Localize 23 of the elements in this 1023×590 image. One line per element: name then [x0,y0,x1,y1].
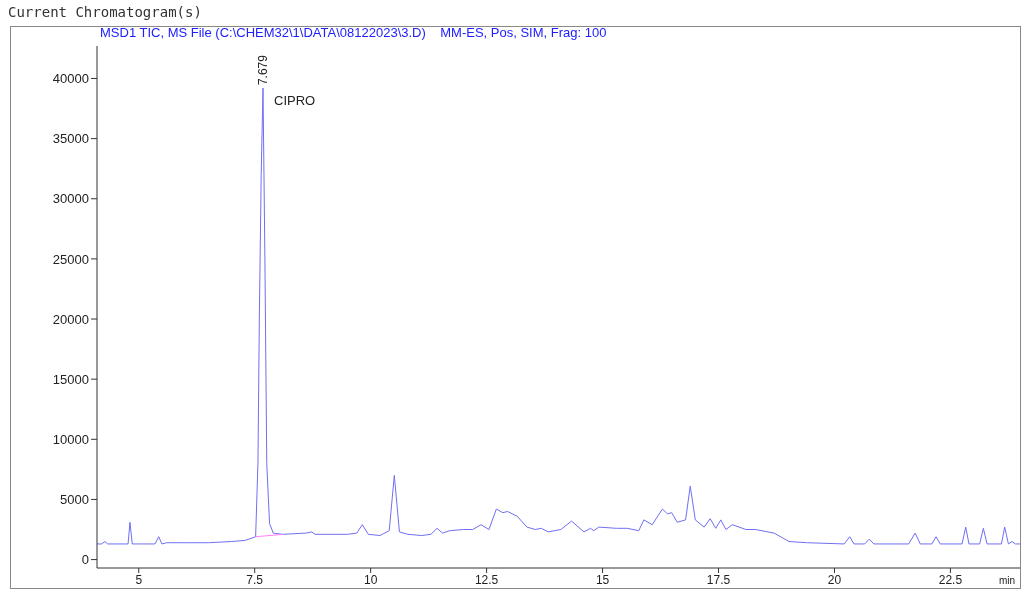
y-tick-label: 20000 [52,311,89,327]
y-tick-label: 40000 [52,71,89,87]
x-tick-label: 7.5 [246,572,264,587]
y-tick-label: 25000 [52,251,89,267]
x-tick-label: 20 [827,572,842,587]
annotation: 7.679 [256,54,270,86]
chart-subtitle: MSD1 TIC, MS File (C:\CHEM32\1\DATA\08122023\3.D) MM-ES, Pos, SIM, Frag: 100 [100,25,607,40]
y-tick-label: 15000 [52,371,89,387]
y-tick-label: 35000 [52,131,89,147]
y-tick-label: 0 [81,552,89,568]
x-tick-label: 10 [363,572,378,587]
x-tick-label: 17.5 [706,572,731,587]
y-tick-label: 30000 [52,191,89,207]
x-tick-label: 5 [135,572,143,587]
x-tick-label: 12.5 [474,572,499,587]
chart-title: Current Chromatogram(s) [8,4,202,20]
x-tick-label: 15 [595,572,610,587]
x-tick-label: 22.5 [938,572,963,587]
x-axis-title: min [999,575,1016,586]
y-tick-label: 5000 [60,492,89,508]
line-series [97,87,1020,545]
annotation: CIPRO [274,93,316,108]
y-tick-label: 10000 [52,431,89,447]
